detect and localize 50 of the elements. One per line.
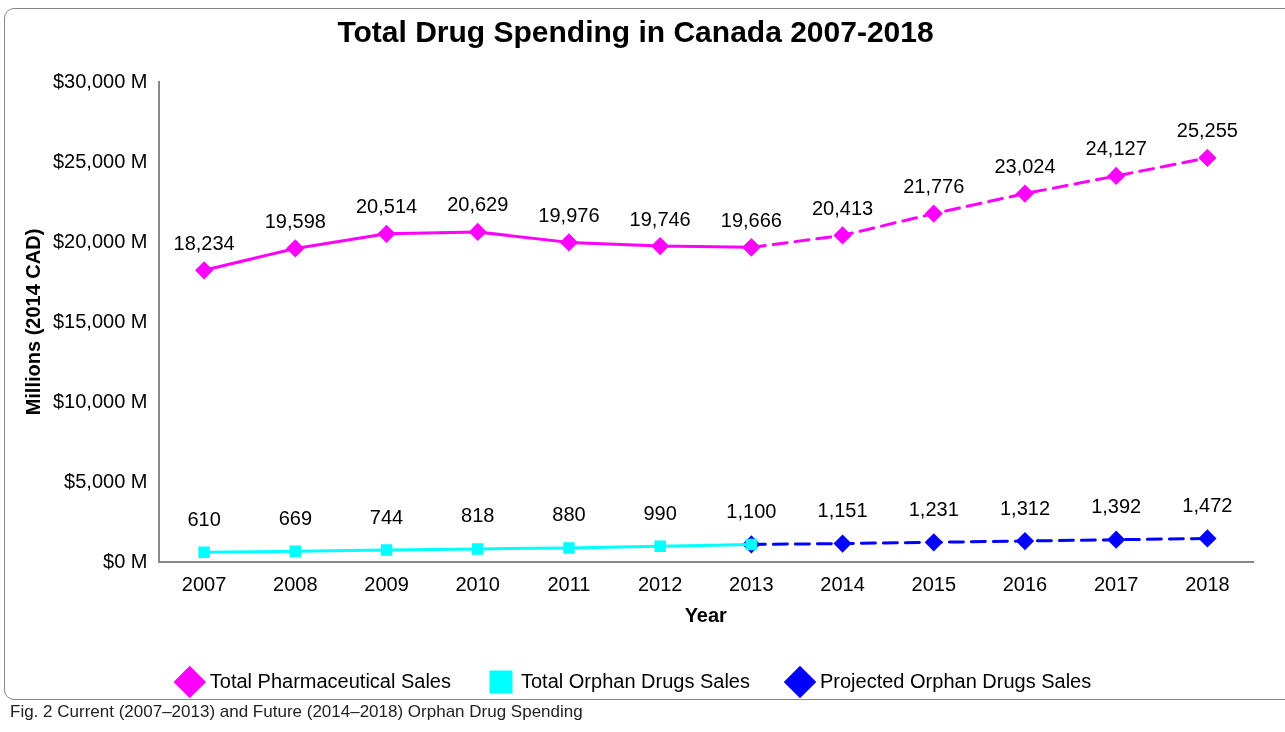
data-label: 25,255 bbox=[1176, 119, 1238, 142]
data-label: 23,024 bbox=[994, 155, 1056, 178]
data-label: 1,231 bbox=[908, 497, 959, 520]
data-label: 744 bbox=[369, 505, 404, 528]
data-label: 21,776 bbox=[903, 175, 965, 198]
x-tick-label: 2011 bbox=[547, 572, 591, 595]
data-label: 20,413 bbox=[811, 196, 874, 219]
data-label: 20,629 bbox=[447, 193, 509, 216]
legend-label: Total Orphan Drugs Sales bbox=[520, 669, 750, 692]
data-label: 818 bbox=[461, 504, 495, 527]
data-label: 20,514 bbox=[355, 195, 418, 218]
data-label: 1,392 bbox=[1091, 495, 1142, 518]
chart-title: Total Drug Spending in Canada 2007-2018 bbox=[337, 15, 934, 49]
x-tick-label: 2010 bbox=[455, 572, 500, 595]
x-tick-label: 2017 bbox=[1093, 572, 1139, 595]
y-tick-label: $25,000 M bbox=[53, 149, 148, 172]
y-tick-label: $15,000 M bbox=[53, 309, 148, 332]
x-tick-label: 2014 bbox=[820, 572, 865, 595]
x-tick-label: 2018 bbox=[1185, 572, 1230, 595]
legend-label: Total Pharmaceutical Sales bbox=[209, 669, 451, 692]
x-tick-label: 2015 bbox=[911, 572, 957, 595]
data-label: 19,976 bbox=[538, 203, 600, 226]
data-label: 1,472 bbox=[1182, 493, 1233, 516]
y-axis-title: Millions (2014 CAD) bbox=[21, 228, 44, 416]
data-label: 990 bbox=[643, 501, 677, 524]
data-label: 19,746 bbox=[629, 207, 691, 230]
data-label: 19,598 bbox=[264, 209, 326, 232]
x-tick-label: 2012 bbox=[637, 572, 683, 595]
x-tick-label: 2016 bbox=[1002, 572, 1048, 595]
x-axis-title: Year bbox=[684, 603, 728, 626]
x-tick-label: 2008 bbox=[273, 572, 318, 595]
x-tick-label: 2009 bbox=[364, 572, 409, 595]
y-tick-label: $30,000 M bbox=[53, 69, 148, 92]
caption: Fig. 2 Current (2007–2013) and Future (2014–2018) Orphan Drug Spending bbox=[10, 702, 583, 722]
data-label: 880 bbox=[552, 503, 586, 526]
legend-label: Projected Orphan Drugs Sales bbox=[819, 669, 1092, 692]
data-label: 1,312 bbox=[999, 496, 1051, 519]
data-label: 610 bbox=[187, 507, 221, 530]
data-label: 18,234 bbox=[173, 231, 235, 254]
data-label: 1,151 bbox=[817, 499, 868, 522]
data-label: 19,666 bbox=[720, 208, 782, 231]
x-tick-label: 2007 bbox=[181, 572, 227, 595]
y-tick-label: $5,000 M bbox=[64, 469, 148, 492]
y-tick-label: $20,000 M bbox=[53, 229, 148, 252]
data-label: 669 bbox=[278, 506, 313, 529]
y-tick-label: $10,000 M bbox=[53, 389, 148, 412]
x-tick-label: 2013 bbox=[729, 572, 774, 595]
data-label: 24,127 bbox=[1085, 137, 1147, 160]
y-tick-label: $0 M bbox=[103, 549, 148, 572]
data-label: 1,100 bbox=[726, 499, 777, 522]
